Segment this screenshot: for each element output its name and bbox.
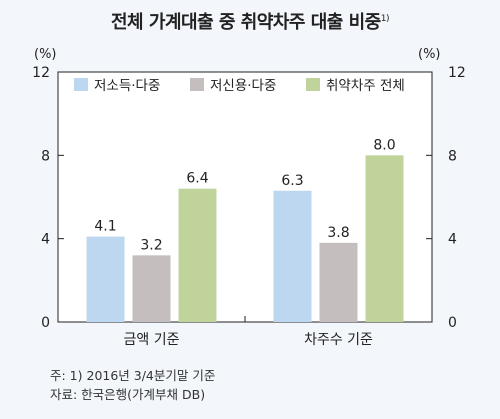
left-tick-label: 12: [32, 65, 50, 81]
bar-value-label: 4.1: [94, 219, 116, 235]
footnote: 주: 1) 2016년 3/4분기말 기준: [50, 368, 216, 383]
bar-value-label: 6.3: [281, 173, 303, 189]
chart-notes: 주: 1) 2016년 3/4분기말 기준 자료: 한국은행(가계부채 DB): [50, 366, 215, 404]
bar: [319, 242, 358, 322]
category-label: 금액 기준: [124, 332, 180, 348]
left-tick-label: 4: [41, 232, 50, 248]
right-tick-label: 12: [448, 65, 466, 81]
bar: [86, 236, 125, 322]
left-tick-label: 0: [41, 315, 50, 331]
chart-title: 전체 가계대출 중 취약차주 대출 비중1): [111, 12, 390, 33]
bar: [132, 255, 171, 322]
bar-value-label: 3.8: [327, 225, 349, 241]
right-tick-label: 8: [448, 148, 457, 164]
legend-swatch: [190, 78, 204, 91]
right-tick-label: 4: [448, 232, 457, 248]
right-axis-unit: (%): [418, 47, 441, 62]
legend-label: 저소득·다중: [94, 78, 160, 94]
bar: [273, 190, 312, 322]
source-note: 자료: 한국은행(가계부채 DB): [50, 387, 206, 402]
right-tick-label: 0: [448, 315, 457, 331]
bar: [365, 155, 404, 322]
legend-swatch: [74, 78, 88, 91]
legend-swatch: [306, 78, 320, 91]
bar-value-label: 6.4: [186, 171, 208, 187]
bar-value-label: 3.2: [140, 237, 162, 253]
left-tick-label: 8: [41, 148, 50, 164]
bar-value-label: 8.0: [373, 137, 395, 153]
left-axis-unit: (%): [34, 47, 57, 62]
legend-label: 저신용·다중: [210, 78, 276, 94]
bar: [178, 188, 217, 322]
legend-label: 취약차주 전체: [326, 78, 405, 94]
category-label: 차주수 기준: [304, 332, 373, 348]
